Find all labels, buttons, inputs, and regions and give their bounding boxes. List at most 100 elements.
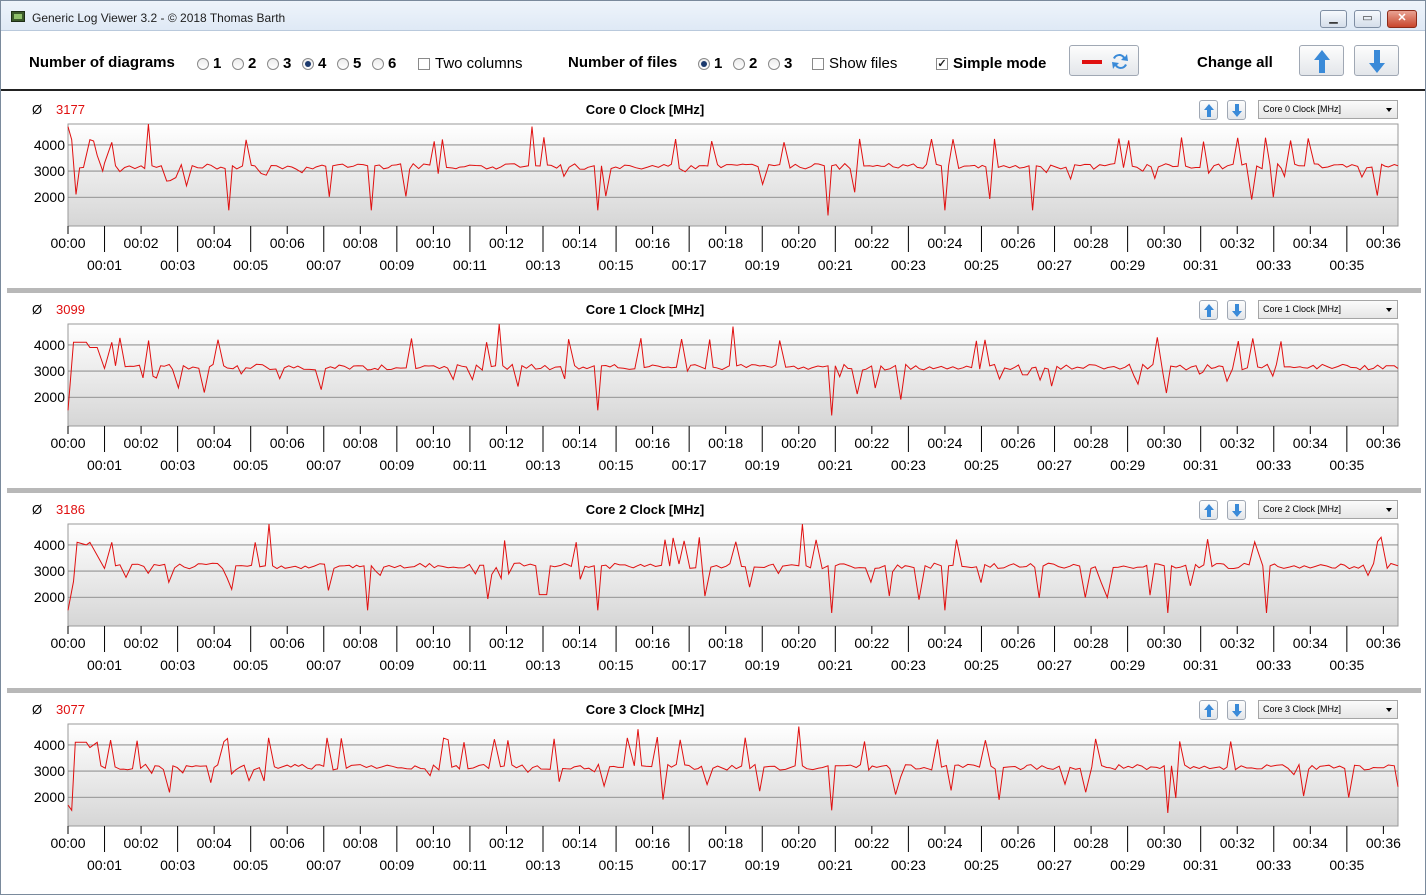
x-tick-label: 00:06 — [270, 635, 305, 651]
x-tick-label: 00:22 — [854, 235, 889, 251]
close-button[interactable]: ✕ — [1387, 10, 1417, 28]
average-value: 3177 — [56, 102, 85, 117]
x-tick-label: 00:16 — [635, 435, 670, 451]
diagrams-radio-1[interactable]: 1 — [197, 55, 221, 72]
move-diagram-up-button[interactable] — [1199, 700, 1218, 720]
diagrams-radio-5[interactable]: 5 — [337, 55, 361, 72]
x-tick-label: 00:27 — [1037, 457, 1072, 473]
x-tick-label: 00:28 — [1074, 635, 1109, 651]
diagrams-radio-4[interactable]: 4 — [302, 55, 326, 72]
x-tick-label: 00:02 — [124, 835, 159, 851]
panel-separator[interactable] — [7, 288, 1421, 293]
x-tick-label: 00:13 — [525, 457, 560, 473]
diagram-panel-1: Ø 3099 Core 1 Clock [MHz] Core 1 Clock [… — [7, 294, 1421, 490]
app-icon — [11, 11, 25, 22]
radio-label: 3 — [283, 55, 292, 72]
x-tick-label: 00:18 — [708, 835, 743, 851]
y-tick-label: 2000 — [34, 789, 65, 805]
x-tick-label: 00:34 — [1293, 835, 1328, 851]
x-tick-label: 00:35 — [1329, 657, 1364, 673]
files-radio-2[interactable]: 2 — [733, 55, 757, 72]
average-symbol: Ø — [32, 102, 43, 117]
files-radio-1[interactable]: 1 — [698, 55, 722, 72]
diagrams-radio-2[interactable]: 2 — [232, 55, 256, 72]
move-diagram-down-button[interactable] — [1227, 500, 1246, 520]
x-tick-label: 00:02 — [124, 435, 159, 451]
x-tick-label: 00:36 — [1366, 235, 1401, 251]
sensor-select[interactable]: Core 2 Clock [MHz] — [1258, 500, 1398, 519]
x-tick-label: 00:07 — [306, 257, 341, 273]
show-files-checkbox[interactable]: Show files — [812, 55, 897, 72]
arrow-up-icon — [1204, 504, 1214, 517]
move-diagram-down-button[interactable] — [1227, 100, 1246, 120]
average-value: 3077 — [56, 702, 85, 717]
radio-label: 1 — [213, 55, 222, 72]
arrow-down-icon — [1232, 104, 1242, 117]
move-all-up-button[interactable] — [1299, 45, 1344, 76]
simple-mode-checkbox[interactable]: ✓ Simple mode — [936, 55, 1046, 72]
series-line — [67, 726, 1399, 813]
x-tick-label: 00:06 — [270, 435, 305, 451]
diagrams-radio-6[interactable]: 6 — [372, 55, 396, 72]
x-tick-label: 00:35 — [1329, 257, 1364, 273]
panel-separator[interactable] — [7, 488, 1421, 493]
x-tick-label: 00:04 — [197, 835, 232, 851]
x-tick-label: 00:27 — [1037, 857, 1072, 873]
diagram-panel-3: Ø 3077 Core 3 Clock [MHz] Core 3 Clock [… — [7, 694, 1421, 890]
x-tick-label: 00:15 — [599, 657, 634, 673]
chevron-down-icon — [1386, 708, 1392, 712]
sensor-select[interactable]: Core 0 Clock [MHz] — [1258, 100, 1398, 119]
panel-separator[interactable] — [7, 688, 1421, 693]
x-tick-label: 00:31 — [1183, 257, 1218, 273]
x-tick-label: 00:06 — [270, 835, 305, 851]
diagrams-radio-3[interactable]: 3 — [267, 55, 291, 72]
sensor-select[interactable]: Core 3 Clock [MHz] — [1258, 700, 1398, 719]
x-tick-label: 00:34 — [1293, 635, 1328, 651]
x-tick-label: 00:04 — [197, 435, 232, 451]
x-tick-label: 00:36 — [1366, 635, 1401, 651]
arrow-up-icon — [1204, 104, 1214, 117]
move-diagram-up-button[interactable] — [1199, 300, 1218, 320]
x-tick-label: 00:30 — [1147, 235, 1182, 251]
x-tick-label: 00:19 — [745, 657, 780, 673]
series-line — [67, 123, 1399, 216]
sensor-select-value: Core 0 Clock [MHz] — [1263, 104, 1342, 114]
average-symbol: Ø — [32, 502, 43, 517]
minimize-icon: ▁ — [1329, 12, 1338, 24]
x-tick-label: 00:31 — [1183, 657, 1218, 673]
checkmark-icon: ✓ — [936, 57, 948, 70]
maximize-button[interactable]: ▭ — [1354, 10, 1381, 28]
x-tick-label: 00:34 — [1293, 235, 1328, 251]
x-tick-label: 00:26 — [1000, 635, 1035, 651]
sensor-select[interactable]: Core 1 Clock [MHz] — [1258, 300, 1398, 319]
move-diagram-up-button[interactable] — [1199, 500, 1218, 520]
arrow-up-icon — [1314, 50, 1330, 73]
line-color-refresh-button[interactable] — [1069, 45, 1139, 76]
y-tick-label: 3000 — [34, 163, 65, 179]
move-diagram-down-button[interactable] — [1227, 700, 1246, 720]
move-all-down-button[interactable] — [1354, 45, 1399, 76]
checkbox-box — [812, 57, 824, 70]
x-tick-label: 00:08 — [343, 635, 378, 651]
radio-label: 6 — [388, 55, 397, 72]
x-tick-label: 00:03 — [160, 457, 195, 473]
move-diagram-up-button[interactable] — [1199, 100, 1218, 120]
arrow-up-icon — [1204, 304, 1214, 317]
move-diagram-down-button[interactable] — [1227, 300, 1246, 320]
x-tick-label: 00:10 — [416, 235, 451, 251]
minimize-button[interactable]: ▁ — [1320, 10, 1347, 28]
two-columns-checkbox[interactable]: Two columns — [418, 55, 523, 72]
x-tick-label: 00:19 — [745, 257, 780, 273]
sensor-select-value: Core 2 Clock [MHz] — [1263, 504, 1342, 514]
change-all-label: Change all — [1197, 54, 1273, 71]
series-line — [67, 523, 1399, 613]
radio-dot — [267, 57, 279, 70]
x-tick-label: 00:17 — [672, 257, 707, 273]
window-title: Generic Log Viewer 3.2 - © 2018 Thomas B… — [32, 11, 286, 25]
files-radio-3[interactable]: 3 — [768, 55, 792, 72]
plot-area — [67, 523, 1399, 627]
x-tick-label: 00:00 — [50, 835, 85, 851]
x-tick-label: 00:14 — [562, 235, 597, 251]
x-tick-label: 00:16 — [635, 835, 670, 851]
x-tick-label: 00:11 — [453, 457, 487, 473]
